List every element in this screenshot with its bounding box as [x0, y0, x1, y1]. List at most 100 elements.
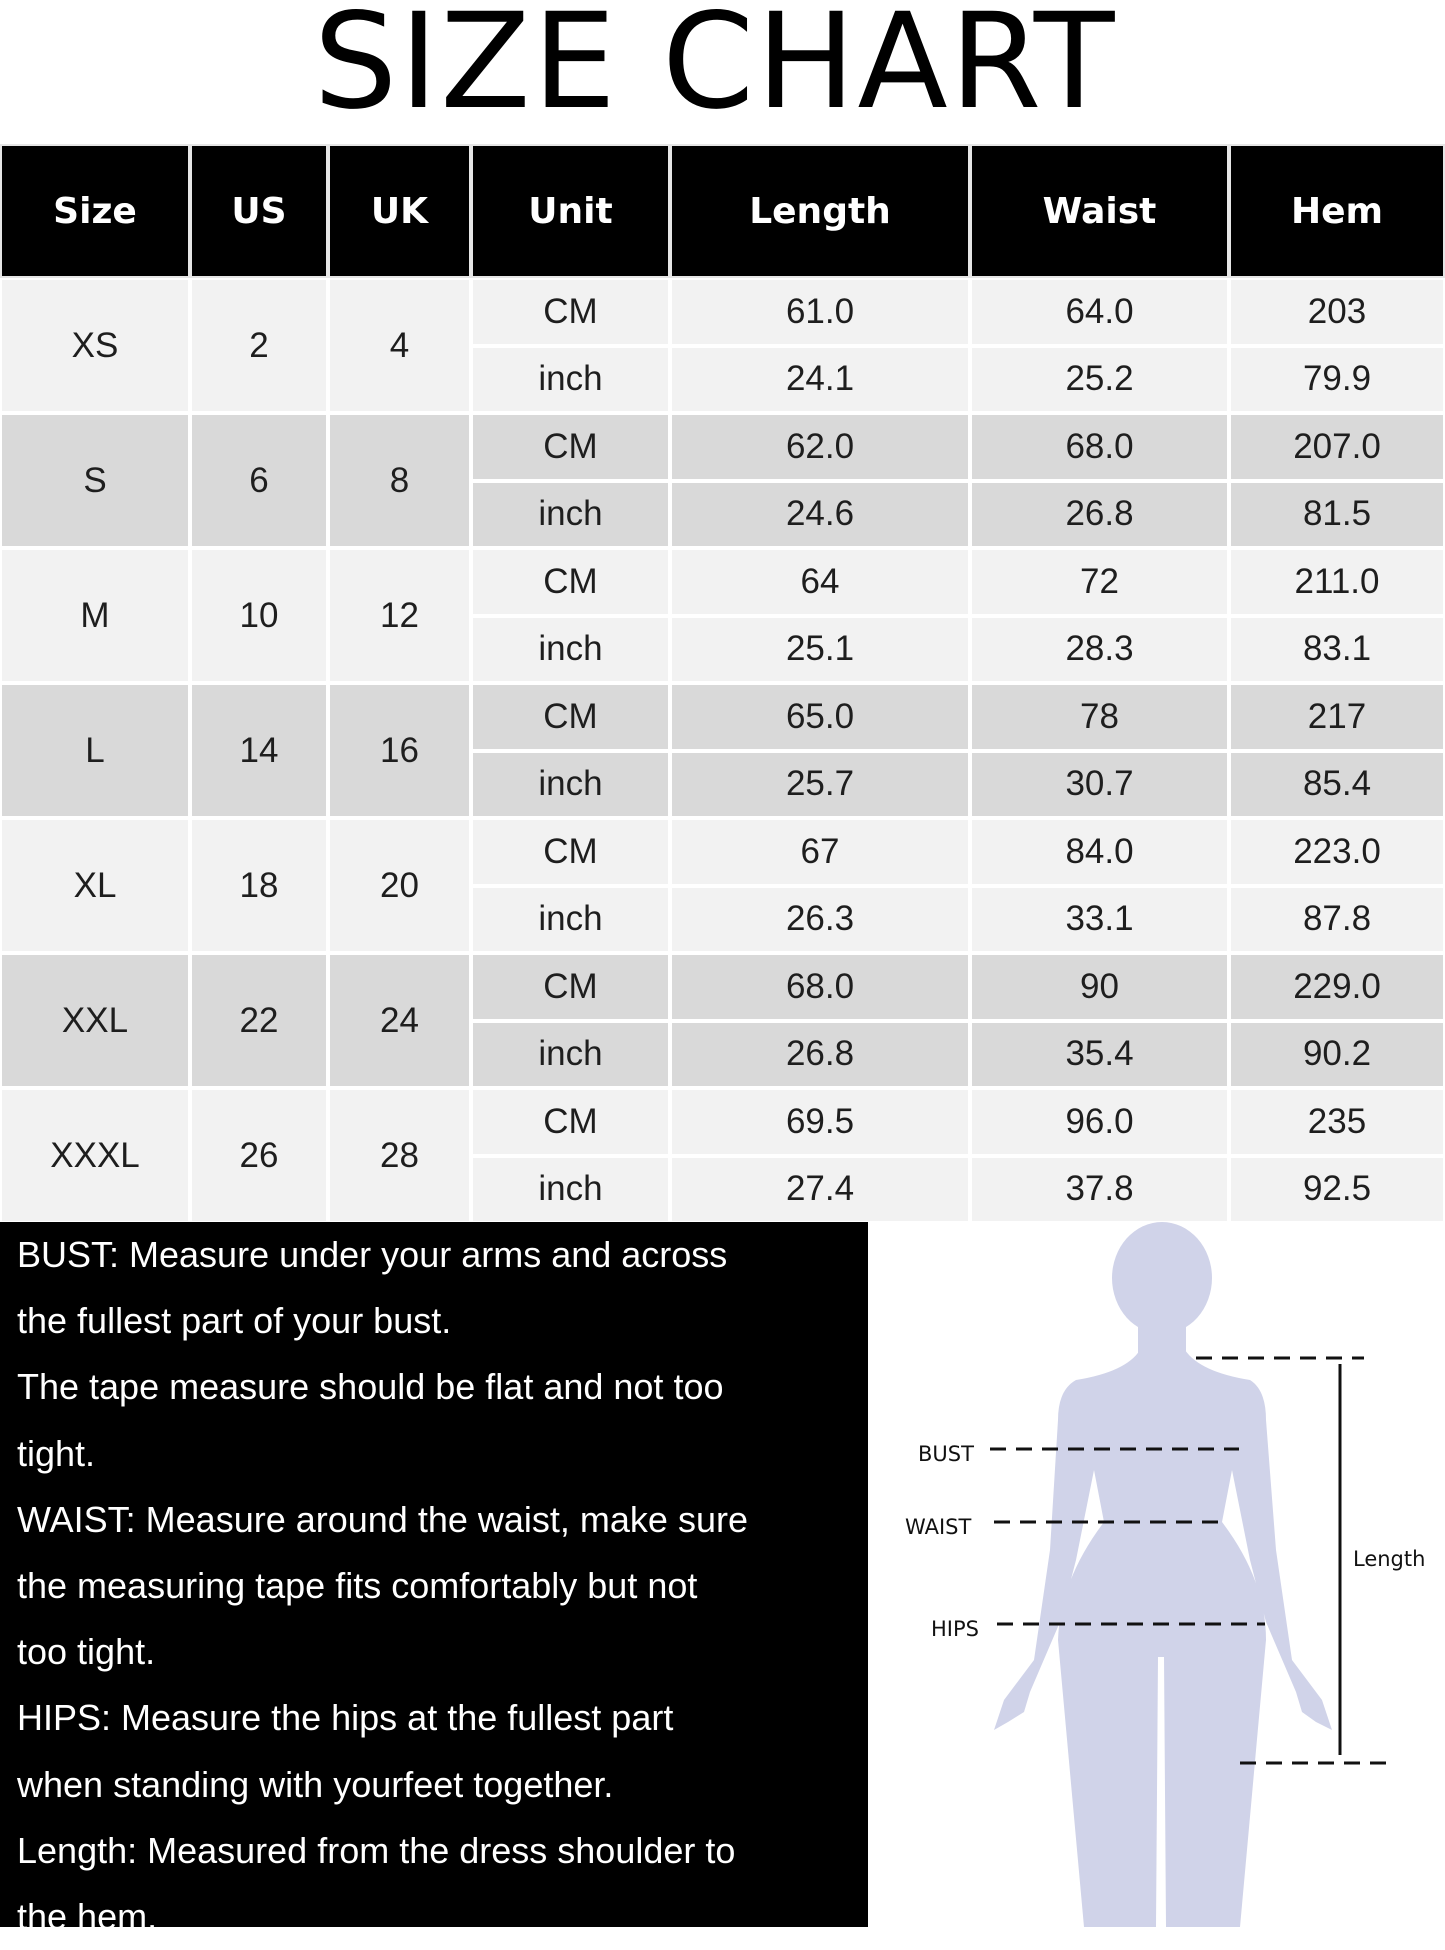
hem-cm-cell: 207.0 [1229, 413, 1445, 481]
length-label: Length [1353, 1547, 1425, 1571]
unit-cell: CM [471, 953, 670, 1021]
header-uk: UK [328, 144, 471, 278]
unit-cell: inch [471, 1155, 670, 1223]
size-cell: XL [0, 818, 190, 953]
size-cell: XXXL [0, 1088, 190, 1223]
note-line: the measuring tape fits comfortably but … [17, 1565, 698, 1607]
hem-inch-cell: 90.2 [1229, 1020, 1445, 1088]
header-unit: Unit [471, 144, 670, 278]
length-cm-cell: 64 [670, 548, 970, 616]
unit-cell: inch [471, 1020, 670, 1088]
size-cell: XS [0, 278, 190, 413]
unit-cell: inch [471, 615, 670, 683]
unit-cell: CM [471, 278, 670, 346]
page-title: SIZE CHART [313, 0, 1117, 139]
waist-inch-cell: 25.2 [970, 345, 1229, 413]
length-cm-cell: 65.0 [670, 683, 970, 751]
note-line: BUST: Measure under your arms and across [17, 1234, 728, 1275]
waist-label: WAIST [905, 1515, 972, 1539]
uk-cell: 4 [328, 278, 471, 413]
header-waist: Waist [970, 144, 1229, 278]
hem-inch-cell: 83.1 [1229, 615, 1445, 683]
length-cm-cell: 62.0 [670, 413, 970, 481]
uk-cell: 24 [328, 953, 471, 1088]
unit-cell: inch [471, 750, 670, 818]
waist-inch-cell: 30.7 [970, 750, 1229, 818]
note-line: WAIST: Measure around the waist, make su… [17, 1498, 748, 1540]
length-inch-cell: 24.1 [670, 345, 970, 413]
length-inch-cell: 27.4 [670, 1155, 970, 1223]
us-cell: 18 [190, 818, 328, 953]
size-cell: L [0, 683, 190, 818]
unit-cell: inch [471, 885, 670, 953]
note-line: The tape measure should be flat and not … [17, 1366, 724, 1408]
uk-cell: 20 [328, 818, 471, 953]
note-line: too tight. [17, 1631, 156, 1673]
length-inch-cell: 25.1 [670, 615, 970, 683]
hem-cm-cell: 211.0 [1229, 548, 1445, 616]
uk-cell: 16 [328, 683, 471, 818]
length-cm-cell: 69.5 [670, 1088, 970, 1156]
waist-cm-cell: 84.0 [970, 818, 1229, 886]
waist-cm-cell: 68.0 [970, 413, 1229, 481]
uk-cell: 12 [328, 548, 471, 683]
us-cell: 10 [190, 548, 328, 683]
unit-cell: inch [471, 345, 670, 413]
us-cell: 2 [190, 278, 328, 413]
length-inch-cell: 26.3 [670, 885, 970, 953]
note-line: when standing with yourfeet together. [17, 1763, 614, 1805]
header-size: Size [0, 144, 190, 278]
header-us: US [190, 144, 328, 278]
unit-cell: CM [471, 548, 670, 616]
us-cell: 26 [190, 1088, 328, 1223]
measurement-notes: BUST: Measure under your arms and across… [0, 1222, 868, 1937]
waist-cm-cell: 64.0 [970, 278, 1229, 346]
note-line: tight. [17, 1432, 96, 1474]
length-inch-cell: 25.7 [670, 750, 970, 818]
us-cell: 14 [190, 683, 328, 818]
length-inch-cell: 24.6 [670, 480, 970, 548]
hem-inch-cell: 79.9 [1229, 345, 1445, 413]
hem-cm-cell: 235 [1229, 1088, 1445, 1156]
hips-label: HIPS [931, 1617, 979, 1641]
length-cm-cell: 68.0 [670, 953, 970, 1021]
uk-cell: 28 [328, 1088, 471, 1223]
hem-inch-cell: 87.8 [1229, 885, 1445, 953]
unit-cell: CM [471, 818, 670, 886]
note-line: Length: Measured from the dress shoulder… [17, 1829, 736, 1871]
size-cell: XXL [0, 953, 190, 1088]
header-length: Length [670, 144, 970, 278]
hem-inch-cell: 85.4 [1229, 750, 1445, 818]
length-inch-cell: 26.8 [670, 1020, 970, 1088]
waist-cm-cell: 72 [970, 548, 1229, 616]
length-cm-cell: 67 [670, 818, 970, 886]
note-line: the fullest part of your bust. [17, 1300, 452, 1342]
size-table: Size US UK Unit Length Waist Hem XS 2 4 CM 61.0 64.0… [0, 144, 1445, 1223]
uk-cell: 8 [328, 413, 471, 548]
hem-inch-cell: 81.5 [1229, 480, 1445, 548]
waist-inch-cell: 35.4 [970, 1020, 1229, 1088]
bust-label: BUST [918, 1442, 974, 1466]
body-silhouette [994, 1222, 1332, 1927]
hem-cm-cell: 217 [1229, 683, 1445, 751]
waist-cm-cell: 78 [970, 683, 1229, 751]
unit-cell: CM [471, 1088, 670, 1156]
waist-cm-cell: 96.0 [970, 1088, 1229, 1156]
header-hem: Hem [1229, 144, 1445, 278]
waist-inch-cell: 33.1 [970, 885, 1229, 953]
unit-cell: CM [471, 413, 670, 481]
waist-cm-cell: 90 [970, 953, 1229, 1021]
waist-inch-cell: 26.8 [970, 480, 1229, 548]
note-line: HIPS: Measure the hips at the fullest pa… [17, 1697, 674, 1739]
unit-cell: inch [471, 480, 670, 548]
hem-cm-cell: 223.0 [1229, 818, 1445, 886]
waist-inch-cell: 28.3 [970, 615, 1229, 683]
hem-inch-cell: 92.5 [1229, 1155, 1445, 1223]
hem-cm-cell: 229.0 [1229, 953, 1445, 1021]
unit-cell: CM [471, 683, 670, 751]
size-cell: M [0, 548, 190, 683]
length-cm-cell: 61.0 [670, 278, 970, 346]
size-cell: S [0, 413, 190, 548]
waist-inch-cell: 37.8 [970, 1155, 1229, 1223]
